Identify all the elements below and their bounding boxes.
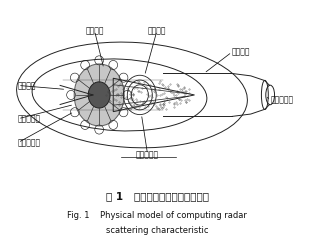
- Text: 波瓣混合器: 波瓣混合器: [18, 138, 41, 147]
- Text: 加力筒体: 加力筒体: [232, 48, 251, 56]
- Text: Fig. 1    Physical model of computing radar: Fig. 1 Physical model of computing radar: [67, 211, 247, 220]
- Text: 加力内锥: 加力内锥: [148, 26, 166, 35]
- Text: scattering characteristic: scattering characteristic: [106, 226, 208, 235]
- Text: 图 1   雷达散射特性计算物理模型: 图 1 雷达散射特性计算物理模型: [106, 191, 208, 201]
- Text: 轴对称喷管: 轴对称喷管: [271, 95, 294, 104]
- Text: 承力框架: 承力框架: [18, 81, 36, 90]
- Text: 混合器筒体: 混合器筒体: [18, 114, 41, 123]
- Ellipse shape: [74, 64, 124, 126]
- Ellipse shape: [88, 82, 110, 108]
- Text: 火焰稳定器: 火焰稳定器: [136, 150, 159, 159]
- Text: 涡轮叶片: 涡轮叶片: [85, 26, 104, 35]
